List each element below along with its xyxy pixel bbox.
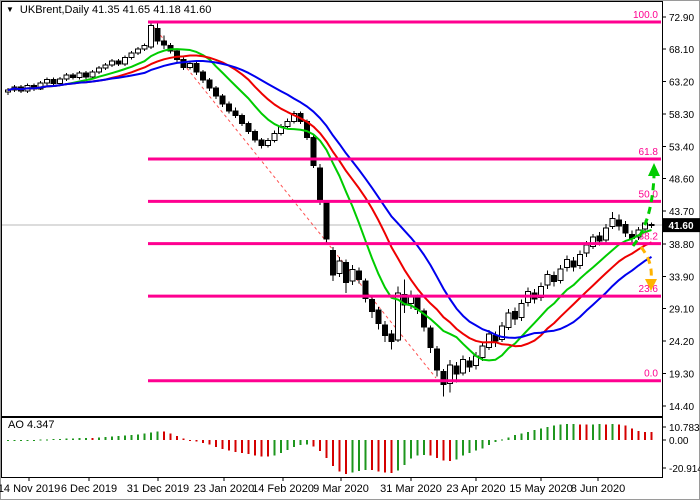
fib-label-0.0: 0.0 (644, 369, 658, 380)
x-tick-label: 14 Nov 2019 (0, 483, 60, 495)
y-tick-label: 29.10 (669, 304, 694, 315)
y-tick-label: 38.80 (669, 240, 694, 251)
bullish-scenario-arrow[interactable] (631, 175, 656, 247)
bullish-scenario-arrow-head (648, 163, 660, 176)
ao-tick-label: 0.00 (669, 436, 689, 447)
x-tick-label: 23 Jan 2020 (194, 483, 255, 495)
x-tick-label: 23 Apr 2020 (446, 483, 505, 495)
x-tick-label: 31 Dec 2019 (127, 483, 189, 495)
current-price-tag-label: 41.60 (668, 221, 693, 232)
ao-tick-label: 10.783 (669, 423, 700, 434)
x-tick-label: 8 Jun 2020 (571, 483, 625, 495)
x-tick-label: 15 May 2020 (509, 483, 573, 495)
y-tick-label: 43.70 (669, 207, 694, 218)
moving-averages (7, 48, 653, 362)
ao-indicator-label: AO 4.347 (8, 419, 55, 431)
candlesticks (5, 20, 655, 397)
y-tick-label: 63.20 (669, 78, 694, 89)
y-tick-label: 68.10 (669, 45, 694, 56)
y-tick-label: 24.20 (669, 337, 694, 348)
x-tick-label: 9 Mar 2020 (313, 483, 369, 495)
time-axis: 14 Nov 2019 6 Dec 2019 31 Dec 2019 23 Jan 2… (0, 477, 625, 495)
ao-tick-label: -20.914 (669, 464, 700, 475)
fib-label-61.8: 61.8 (639, 147, 659, 158)
bearish-scenario-arrow[interactable] (639, 246, 653, 280)
fib-label-50.0: 50.0 (639, 189, 659, 200)
current-price-tag (663, 218, 700, 233)
ao-axis: 10.783 0.00 -20.914 (662, 423, 700, 475)
fib-label-38.2: 38.2 (639, 232, 659, 243)
y-tick-label: 53.40 (669, 143, 694, 154)
awesome-oscillator (7, 424, 653, 474)
slow-ma (7, 59, 653, 339)
x-tick-label: 6 Dec 2019 (61, 483, 117, 495)
y-tick-label: 19.30 (669, 369, 694, 380)
y-tick-label: 33.90 (669, 272, 694, 283)
y-tick-label: 58.30 (669, 110, 694, 121)
fast-ma (7, 48, 652, 362)
scenario-arrows (631, 163, 660, 291)
price-axis: 72.90 68.10 63.20 58.30 53.40 48.60 43.70 38.80… (662, 13, 700, 413)
fib-label-23.6: 23.6 (639, 284, 659, 295)
fib-label-100.0: 100.0 (633, 10, 658, 21)
y-tick-label: 72.90 (669, 13, 694, 24)
symbol-ohlc-label: UKBrent,Daily 41.35 41.65 41.18 41.60 (19, 4, 212, 16)
chevron-down-icon[interactable]: ▼ (6, 5, 14, 14)
x-tick-label: 31 Mar 2020 (380, 483, 442, 495)
chart-header: ▼ UKBrent,Daily 41.35 41.65 41.18 41.60 (6, 4, 211, 16)
bearish-scenario-arrow-head (645, 279, 657, 291)
fibonacci-retracement: 0.0 23.6 38.2 50.0 61.8 100.0 (148, 10, 661, 383)
x-tick-label: 14 Feb 2020 (252, 483, 314, 495)
y-tick-label: 14.40 (669, 402, 694, 413)
y-tick-label: 48.60 (669, 175, 694, 186)
